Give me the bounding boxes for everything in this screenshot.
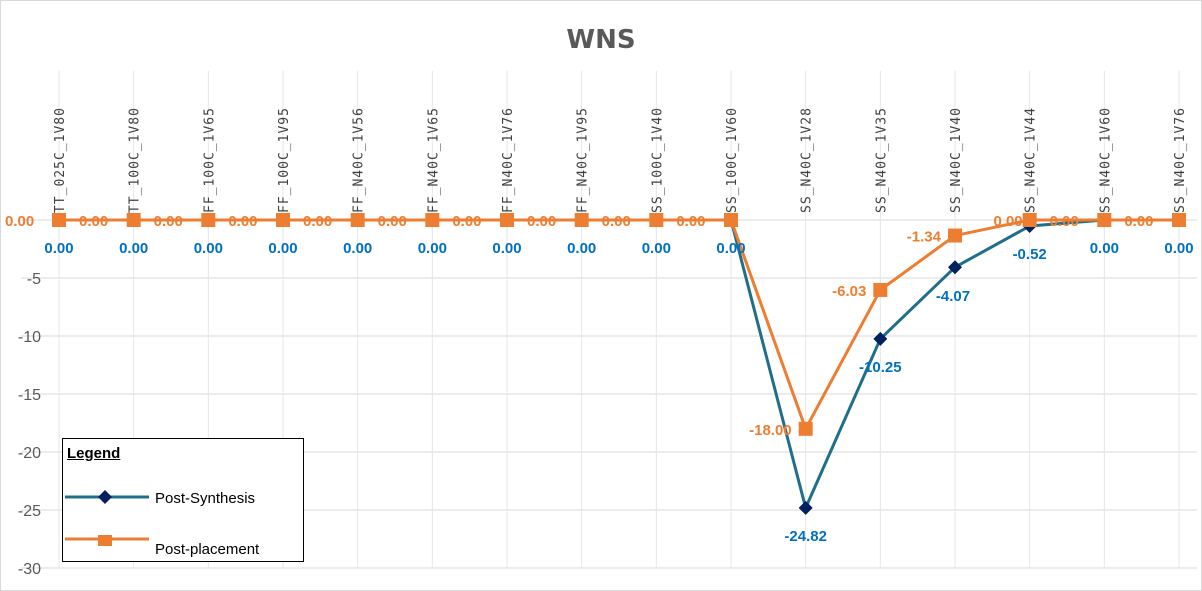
data-label-post-placement: 0.00: [452, 213, 481, 230]
x-tick-label: SS_100C_1V40: [650, 107, 665, 213]
data-label-post-synthesis: 0.00: [1090, 240, 1119, 257]
legend: Legend Post-Synthesis Post-placement: [62, 438, 304, 562]
data-label-post-placement: 0.00: [676, 213, 705, 230]
data-label-post-synthesis: 0.00: [567, 240, 596, 257]
marker-post-placement: [724, 213, 738, 227]
data-label-post-synthesis: -0.52: [1013, 246, 1047, 263]
legend-title: Legend: [67, 445, 121, 462]
data-label-post-placement: 0.00: [602, 213, 631, 230]
chart-title: WNS: [566, 25, 635, 55]
y-tick-label: -5: [27, 271, 41, 288]
x-tick-label: SS_N40C_1V76: [1173, 107, 1188, 213]
marker-post-synthesis: [798, 500, 813, 515]
y-axis: -5 -10 -15 -20 -25 -30: [18, 271, 41, 578]
data-label-post-placement: 0.00: [303, 213, 332, 230]
marker-post-synthesis: [873, 331, 888, 346]
y-tick-label: -20: [18, 445, 41, 462]
marker-post-placement: [649, 213, 664, 227]
marker-post-placement: [798, 421, 813, 436]
legend-label-post-synthesis: Post-Synthesis: [155, 490, 256, 507]
data-label-post-synthesis: 0.00: [1164, 240, 1193, 257]
data-label-post-placement: 0.00: [5, 213, 34, 230]
marker-post-placement: [574, 213, 589, 227]
x-tick-label: FF_100C_1V65: [202, 107, 217, 213]
x-tick-label: SS_N40C_1V44: [1024, 107, 1039, 213]
legend-swatch-post-synthesis: [65, 490, 149, 504]
y-tick-label: -15: [18, 387, 41, 404]
data-label-post-placement: 0.00: [228, 213, 257, 230]
data-label-post-synthesis: -24.82: [784, 528, 827, 545]
x-tick-label: SS_N40C_1V40: [949, 107, 964, 213]
y-tick-label: -30: [18, 561, 41, 578]
data-label-post-placement: 0.00: [154, 213, 183, 230]
x-tick-label: TT_100C_1V80: [128, 107, 143, 213]
data-label-post-synthesis: 0.00: [492, 240, 521, 257]
x-tick-label: FF_N40C_1V65: [426, 107, 441, 213]
x-tick-label: SS_N40C_1V28: [800, 107, 815, 213]
marker-post-placement: [52, 213, 66, 227]
data-label-post-placement: 0.00: [527, 213, 556, 230]
marker-post-placement: [948, 228, 962, 243]
y-tick-label: -10: [18, 329, 41, 346]
data-label-post-synthesis: 0.00: [716, 240, 745, 257]
data-label-post-placement: -1.34: [907, 229, 942, 246]
series-layer: [52, 213, 1186, 515]
x-tick-label: SS_N40C_1V35: [874, 107, 889, 213]
data-label-post-synthesis: 0.00: [44, 240, 73, 257]
marker-post-placement: [1097, 213, 1112, 227]
marker-post-placement: [201, 213, 216, 227]
marker-post-placement: [276, 213, 290, 227]
legend-swatch-post-placement: [65, 535, 149, 546]
legend-label-post-placement: Post-placement: [155, 541, 260, 558]
marker-post-placement: [1172, 213, 1186, 227]
data-labels: 0.00 0.00 0.00 0.00 0.00 0.00 0.00 0.00 0.00 0.00…: [5, 213, 1194, 545]
data-label-post-placement: -6.03: [832, 283, 866, 300]
data-label-post-placement: 0.00: [993, 213, 1022, 230]
marker-post-placement: [126, 213, 141, 227]
data-label-post-synthesis: 0.00: [119, 240, 148, 257]
data-label-post-placement: -18.00: [749, 422, 792, 439]
data-label-post-synthesis: 0.00: [343, 240, 372, 257]
x-tick-label: SS_100C_1V60: [725, 107, 740, 213]
data-label-post-synthesis: 0.00: [418, 240, 447, 257]
data-label-post-synthesis: -10.25: [859, 359, 902, 376]
x-tick-label: SS_N40C_1V60: [1098, 107, 1113, 213]
data-label-post-placement: 0.00: [1050, 213, 1079, 230]
marker-post-placement: [1022, 213, 1037, 227]
data-label-post-synthesis: 0.00: [642, 240, 671, 257]
data-label-post-synthesis: -4.07: [936, 288, 970, 305]
data-label-post-synthesis: 0.00: [194, 240, 223, 257]
x-tick-label: TT_025C_1V80: [53, 107, 68, 213]
x-tick-label: FF_N40C_1V76: [501, 107, 516, 213]
marker-post-placement: [873, 282, 888, 297]
marker-post-placement: [425, 213, 440, 227]
series-line-post-placement: [59, 218, 1179, 431]
data-label-post-synthesis: 0.00: [268, 240, 297, 257]
marker-post-placement: [500, 213, 514, 227]
y-tick-label: -25: [18, 503, 41, 520]
marker-post-placement: [350, 213, 365, 227]
x-tick-label: FF_100C_1V95: [277, 107, 292, 213]
marker-post-synthesis: [948, 260, 962, 275]
x-tick-label: FF_N40C_1V56: [352, 107, 367, 213]
data-label-post-placement: 0.00: [378, 213, 407, 230]
x-axis: TT_025C_1V80 TT_100C_1V80 FF_100C_1V65 FF_1…: [53, 107, 1188, 213]
data-label-post-placement: 0.00: [1124, 213, 1153, 230]
data-label-post-placement: 0.00: [79, 213, 108, 230]
x-tick-label: FF_N40C_1V95: [576, 107, 591, 213]
legend-item-post-placement: Post-placement: [63, 535, 303, 559]
legend-item-post-synthesis: Post-Synthesis: [63, 487, 303, 511]
